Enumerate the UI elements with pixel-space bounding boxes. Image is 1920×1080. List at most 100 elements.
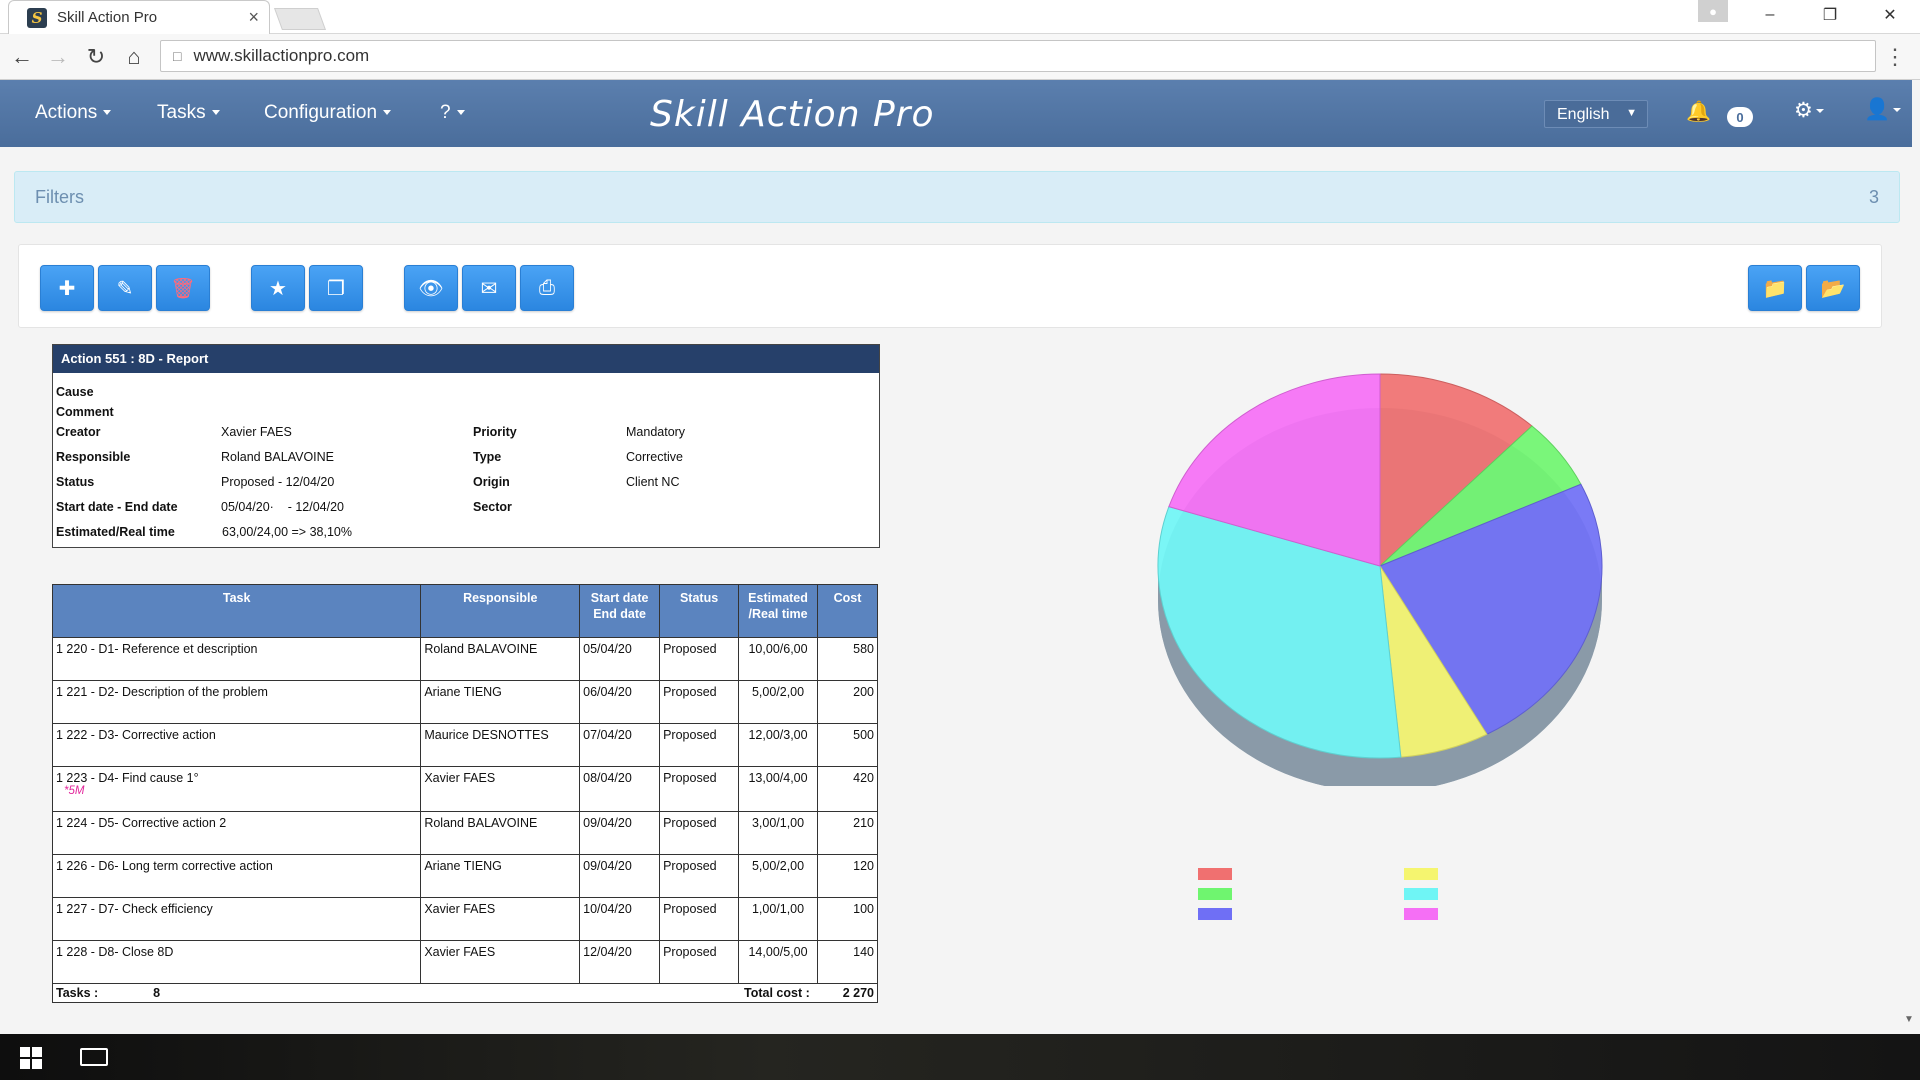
pie-slice-5[interactable] [1157, 506, 1402, 759]
email-button[interactable]: ✉ [462, 265, 516, 311]
cost-pie-chart [1157, 373, 1603, 786]
cell-task: 1 226 - D6- Long term corrective action [51, 854, 422, 898]
total-cost-label: Total cost : [744, 986, 810, 1000]
gear-icon[interactable]: ⚙ [1794, 98, 1824, 123]
back-icon[interactable]: ← [11, 44, 33, 69]
status-value: Proposed - 12/04/20 [221, 475, 335, 489]
cell-responsible: Ariane TIENG [420, 854, 581, 898]
cell-cost: 100 [817, 897, 878, 941]
cell-responsible: Xavier FAES [420, 940, 581, 984]
window-close-button[interactable]: ✕ [1883, 7, 1897, 24]
bell-icon[interactable]: 🔔 [1686, 101, 1711, 123]
reload-icon[interactable]: ↻ [86, 44, 106, 69]
forward-icon[interactable]: → [47, 44, 69, 69]
add-button[interactable]: ✚ [40, 265, 94, 311]
favorite-button[interactable]: ★ [251, 265, 305, 311]
table-row[interactable]: 1 221 - D2- Description of the problem A… [51, 680, 878, 724]
folder-icon: 📁 [1762, 277, 1788, 300]
cell-responsible: Xavier FAES [420, 766, 581, 812]
cell-task: 1 224 - D5- Corrective action 2 [51, 811, 422, 855]
cell-date: 09/04/20 [579, 854, 661, 898]
table-row[interactable]: 1 226 - D6- Long term corrective action … [51, 854, 878, 898]
origin-value: Client NC [626, 475, 680, 489]
windows-start-icon[interactable] [20, 1047, 42, 1069]
caret-down-icon [211, 110, 220, 116]
table-row[interactable]: 1 220 - D1- Reference et description Rol… [51, 637, 878, 681]
minimize-button[interactable]: – [1765, 6, 1775, 23]
action-toolbar: ✚ ✎ 🗑 ★ ❐ 👁 ✉ ⎙ 📁 📂 [18, 244, 1882, 328]
table-row[interactable]: 1 223 - D4- Find cause 1° *5M Xavier FAES… [51, 766, 878, 812]
edit-button[interactable]: ✎ [98, 265, 152, 311]
menu-configuration-label: Configuration [264, 102, 378, 123]
language-select[interactable]: English ▼ [1544, 100, 1648, 128]
url-text: www.skillactionpro.com [193, 46, 370, 65]
responsible-label: Responsible [56, 450, 131, 464]
cell-time: 5,00/2,00 [738, 680, 819, 724]
cell-responsible: Ariane TIENG [420, 680, 581, 724]
notification-badge[interactable]: 0 [1727, 107, 1753, 127]
menu-tasks-label: Tasks [157, 102, 206, 123]
tab-close-icon[interactable]: × [248, 7, 259, 27]
dates-value: 05/04/20· - 12/04/20 [221, 500, 345, 514]
open-folder-button[interactable]: 📂 [1806, 265, 1860, 311]
header-end: End date [593, 607, 647, 621]
table-row[interactable]: 1 227 - D7- Check efficiency Xavier FAES… [51, 897, 878, 941]
filters-panel[interactable]: Filters 3 [14, 171, 1900, 223]
menu-tasks[interactable]: Tasks [157, 102, 220, 124]
table-row[interactable]: 1 224 - D5- Corrective action 2 Roland B… [51, 811, 878, 855]
legend-swatch-2 [1198, 888, 1232, 900]
cell-status: Proposed [659, 637, 740, 681]
footer-total: Total cost : 2 270 [579, 983, 878, 1003]
delete-button[interactable]: 🗑 [156, 265, 210, 311]
url-input[interactable]: □ www.skillactionpro.com [160, 40, 1876, 72]
folder-button[interactable]: 📁 [1748, 265, 1802, 311]
status-label: Status [56, 475, 95, 489]
creator-value: Xavier FAES [221, 425, 292, 439]
table-row[interactable]: 1 228 - D8- Close 8D Xavier FAES 12/04/2… [51, 940, 878, 984]
header-real: /Real time [748, 607, 808, 621]
cell-responsible: Roland BALAVOINE [420, 637, 581, 681]
home-icon[interactable]: ⌂ [127, 44, 141, 69]
task-view-icon[interactable] [80, 1048, 108, 1066]
header-task: Task [51, 584, 422, 638]
language-selected: English [1557, 106, 1610, 123]
pie-slice-3[interactable] [1379, 483, 1603, 735]
menu-actions[interactable]: Actions [35, 102, 112, 124]
view-button[interactable]: 👁 [404, 265, 458, 311]
tasks-count-value: 8 [153, 986, 161, 1000]
cell-date: 05/04/20 [579, 637, 661, 681]
cell-cost: 580 [817, 637, 878, 681]
os-taskbar [0, 1034, 1920, 1080]
browser-tab[interactable]: S Skill Action Pro × [8, 0, 270, 34]
cell-time: 3,00/1,00 [738, 811, 819, 855]
type-label: Type [473, 450, 502, 464]
cell-status: Proposed [659, 811, 740, 855]
new-tab-button[interactable] [273, 8, 327, 30]
browser-menu-icon[interactable]: ⋮ [1884, 44, 1906, 69]
user-icon[interactable]: 👤 [1864, 98, 1902, 122]
table-footer-row: Tasks : 8 Total cost : 2 270 [51, 983, 878, 1003]
cell-time: 14,00/5,00 [738, 940, 819, 984]
pie-slice-1[interactable] [1379, 373, 1533, 568]
copy-button[interactable]: ❐ [309, 265, 363, 311]
print-icon: ⎙ [539, 276, 555, 299]
time-value: 63,00/24,00 => 38,10% [222, 525, 352, 539]
responsible-value: Roland BALAVOINE [221, 450, 335, 464]
pie-slice-6[interactable] [1168, 373, 1381, 567]
menu-help[interactable]: ? [440, 102, 465, 124]
header-start: Start date [590, 591, 649, 605]
scroll-down-arrow[interactable]: ▼ [1904, 1014, 1914, 1025]
sector-label: Sector [473, 500, 512, 514]
cell-time: 10,00/6,00 [738, 637, 819, 681]
cell-date: 10/04/20 [579, 897, 661, 941]
cell-time: 13,00/4,00 [738, 766, 819, 812]
report-title: Action 551 : 8D - Report [53, 345, 879, 373]
restore-button[interactable]: ❐ [1822, 7, 1838, 24]
table-row[interactable]: 1 222 - D3- Corrective action Maurice DE… [51, 723, 878, 767]
menu-actions-label: Actions [35, 102, 98, 123]
profile-icon[interactable]: ● [1698, 0, 1728, 22]
header-dates: Start date End date [579, 584, 661, 638]
print-button[interactable]: ⎙ [520, 265, 574, 311]
header-responsible: Responsible [420, 584, 581, 638]
menu-configuration[interactable]: Configuration [264, 102, 392, 124]
